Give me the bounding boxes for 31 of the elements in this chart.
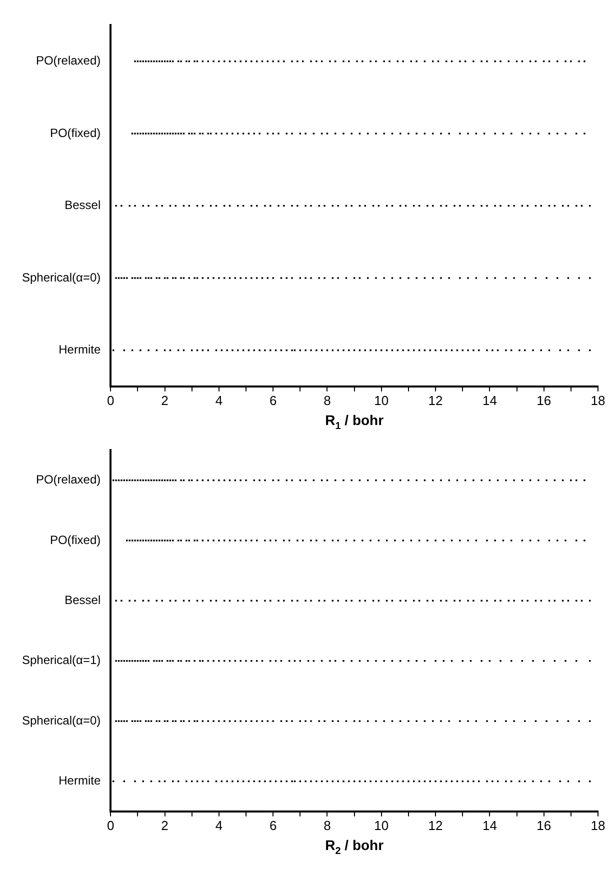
y-tick-label: Hermite (58, 774, 101, 788)
x-tick-label: 12 (428, 818, 443, 833)
y-tick-label: PO(relaxed) (36, 54, 101, 68)
y-tick-label: PO(fixed) (50, 532, 101, 547)
x-tick-label: 14 (482, 392, 497, 408)
x-tick-label: 10 (374, 818, 389, 833)
y-tick-label: Bessel (64, 198, 101, 212)
x-tick-label: 4 (215, 392, 223, 408)
x-tick-label: 18 (590, 818, 606, 833)
x-tick-label: 4 (215, 818, 223, 833)
x-tick-label: 12 (428, 392, 443, 408)
x-tick-label: 2 (161, 392, 168, 408)
x-tick-label: 6 (269, 392, 277, 408)
x-tick-label: 8 (324, 392, 331, 408)
y-tick-label: Hermite (58, 342, 101, 357)
x-tick-label: 18 (590, 392, 606, 408)
x-tick-label: 6 (269, 818, 277, 833)
x-tick-label: 16 (536, 392, 552, 408)
x-tick-label: 16 (536, 818, 552, 833)
y-tick-label: Spherical(α=0) (22, 713, 101, 728)
y-tick-label: PO(fixed) (50, 126, 101, 140)
y-tick-label: PO(relaxed) (36, 472, 101, 487)
x-tick-label: 0 (107, 818, 114, 833)
x-tick-label: 0 (107, 392, 114, 408)
y-tick-label: Spherical(α=0) (22, 270, 101, 284)
x-tick-label: 8 (324, 818, 331, 833)
x-tick-label: 14 (482, 818, 497, 833)
y-tick-label: Spherical(α=1) (22, 653, 101, 668)
x-tick-label: 10 (374, 392, 389, 408)
y-tick-label: Bessel (64, 593, 101, 608)
x-tick-label: 2 (161, 818, 168, 833)
